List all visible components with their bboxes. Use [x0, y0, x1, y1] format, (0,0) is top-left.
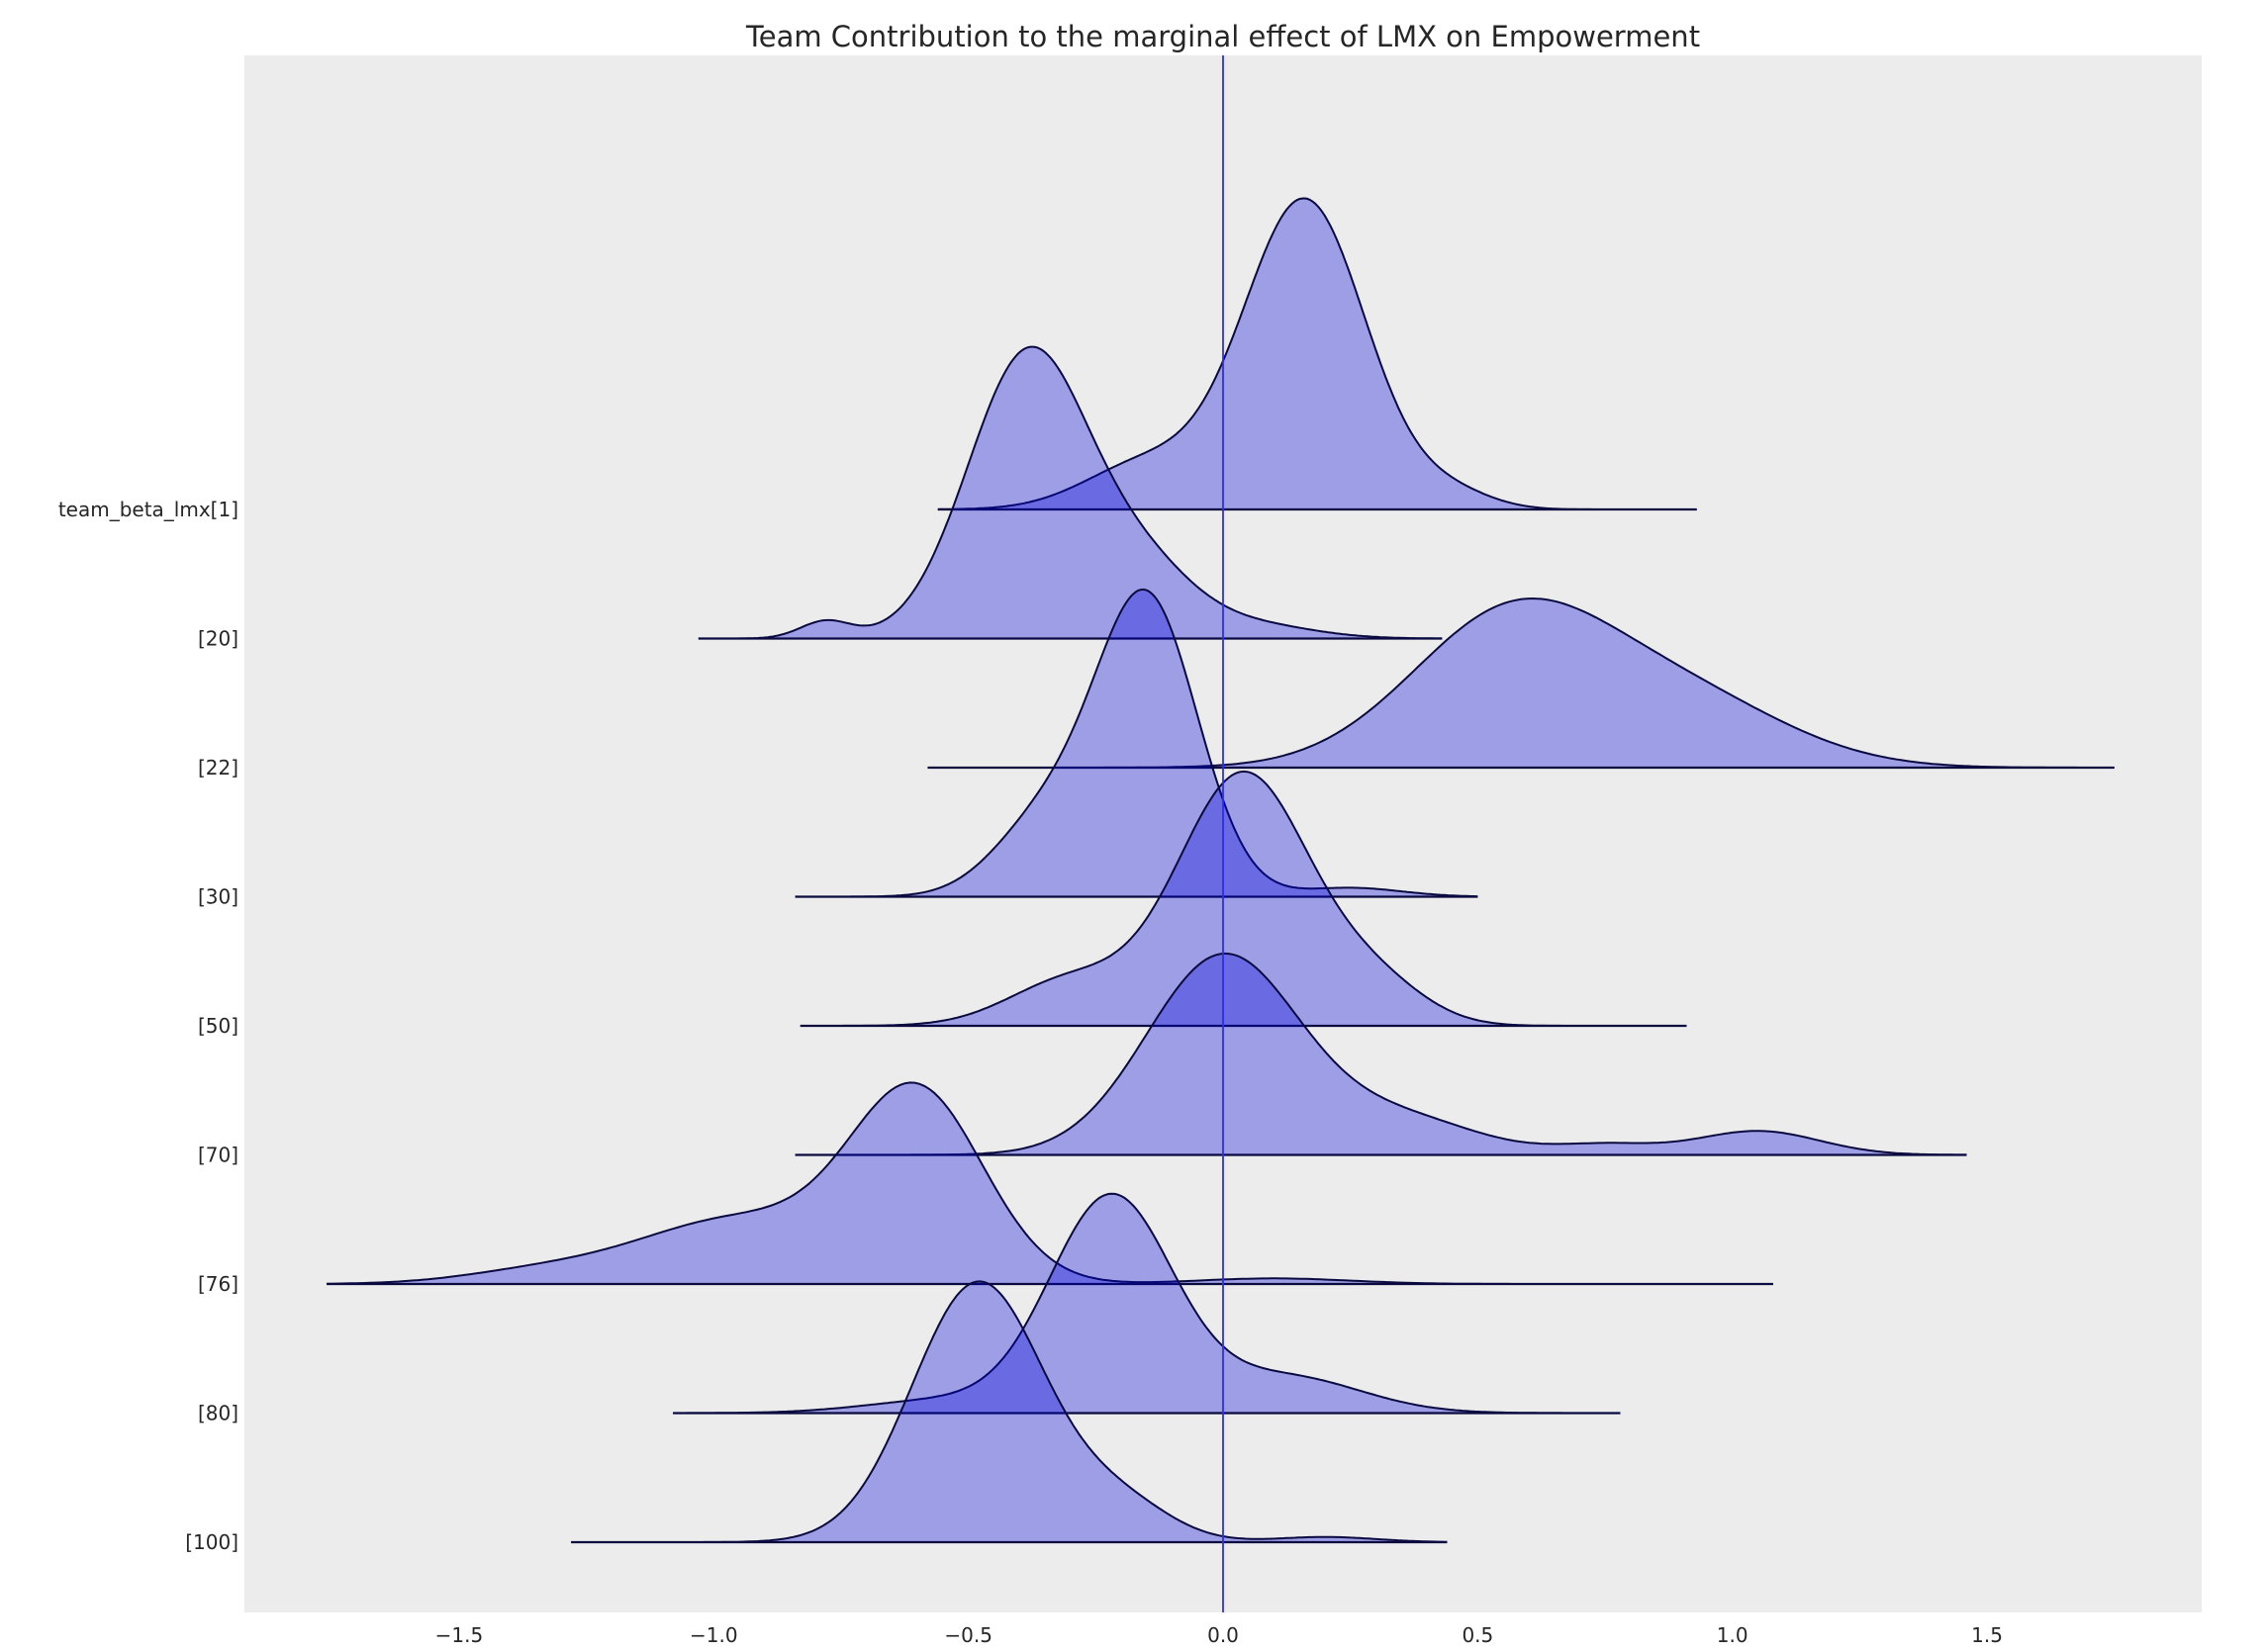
y-tick-label: [76] [198, 1272, 238, 1296]
y-tick-label: [80] [198, 1402, 238, 1425]
density-fill [698, 346, 1443, 639]
ridge-20 [698, 345, 1443, 640]
y-tick-label: team_beta_lmx[1] [58, 498, 238, 521]
y-tick-label: [70] [198, 1144, 238, 1167]
density-fill [800, 771, 1687, 1026]
density-line [795, 952, 1967, 1156]
ridge-80 [673, 1192, 1621, 1415]
density-fill [927, 598, 2115, 768]
y-tick-label: [30] [198, 885, 238, 909]
density-line [698, 345, 1443, 640]
ridge-100 [571, 1280, 1448, 1544]
x-tick-label: −1.0 [690, 1623, 738, 1647]
ridge-76 [327, 1081, 1773, 1286]
density-fill [327, 1082, 1773, 1284]
density-fill [571, 1281, 1448, 1542]
x-tick-label: 0.5 [1462, 1623, 1493, 1647]
chart-title: Team Contribution to the marginal effect… [745, 20, 1700, 53]
x-tick-label: −0.5 [944, 1623, 992, 1647]
ridge-50 [800, 770, 1687, 1028]
density-line [795, 588, 1478, 898]
density-fill [937, 198, 1697, 509]
ridge-70 [795, 952, 1967, 1156]
x-tick-label: −1.5 [435, 1623, 484, 1647]
y-tick-label: [100] [185, 1530, 238, 1554]
density-fill [795, 589, 1478, 897]
y-tick-label: [22] [198, 756, 238, 780]
ridge-22 [927, 597, 2115, 770]
y-tick-labels: team_beta_lmx[1] [20] [22] [30] [50] [70] [76]… [58, 498, 238, 1554]
x-tick-label: 1.0 [1717, 1623, 1748, 1647]
ridges [327, 197, 2115, 1544]
x-tick-labels: −1.5 −1.0 −0.5 0.0 0.5 1.0 1.5 [435, 1623, 2003, 1647]
x-tick-label: 1.5 [1971, 1623, 2003, 1647]
ridge-team-beta-lmx1 [937, 197, 1697, 511]
x-tick-label: 0.0 [1207, 1623, 1239, 1647]
y-tick-label: [20] [198, 627, 238, 651]
y-tick-label: [50] [198, 1014, 238, 1038]
density-fill [795, 953, 1967, 1155]
ridge-30 [795, 588, 1478, 898]
density-fill [673, 1193, 1621, 1414]
density-line [673, 1192, 1621, 1415]
